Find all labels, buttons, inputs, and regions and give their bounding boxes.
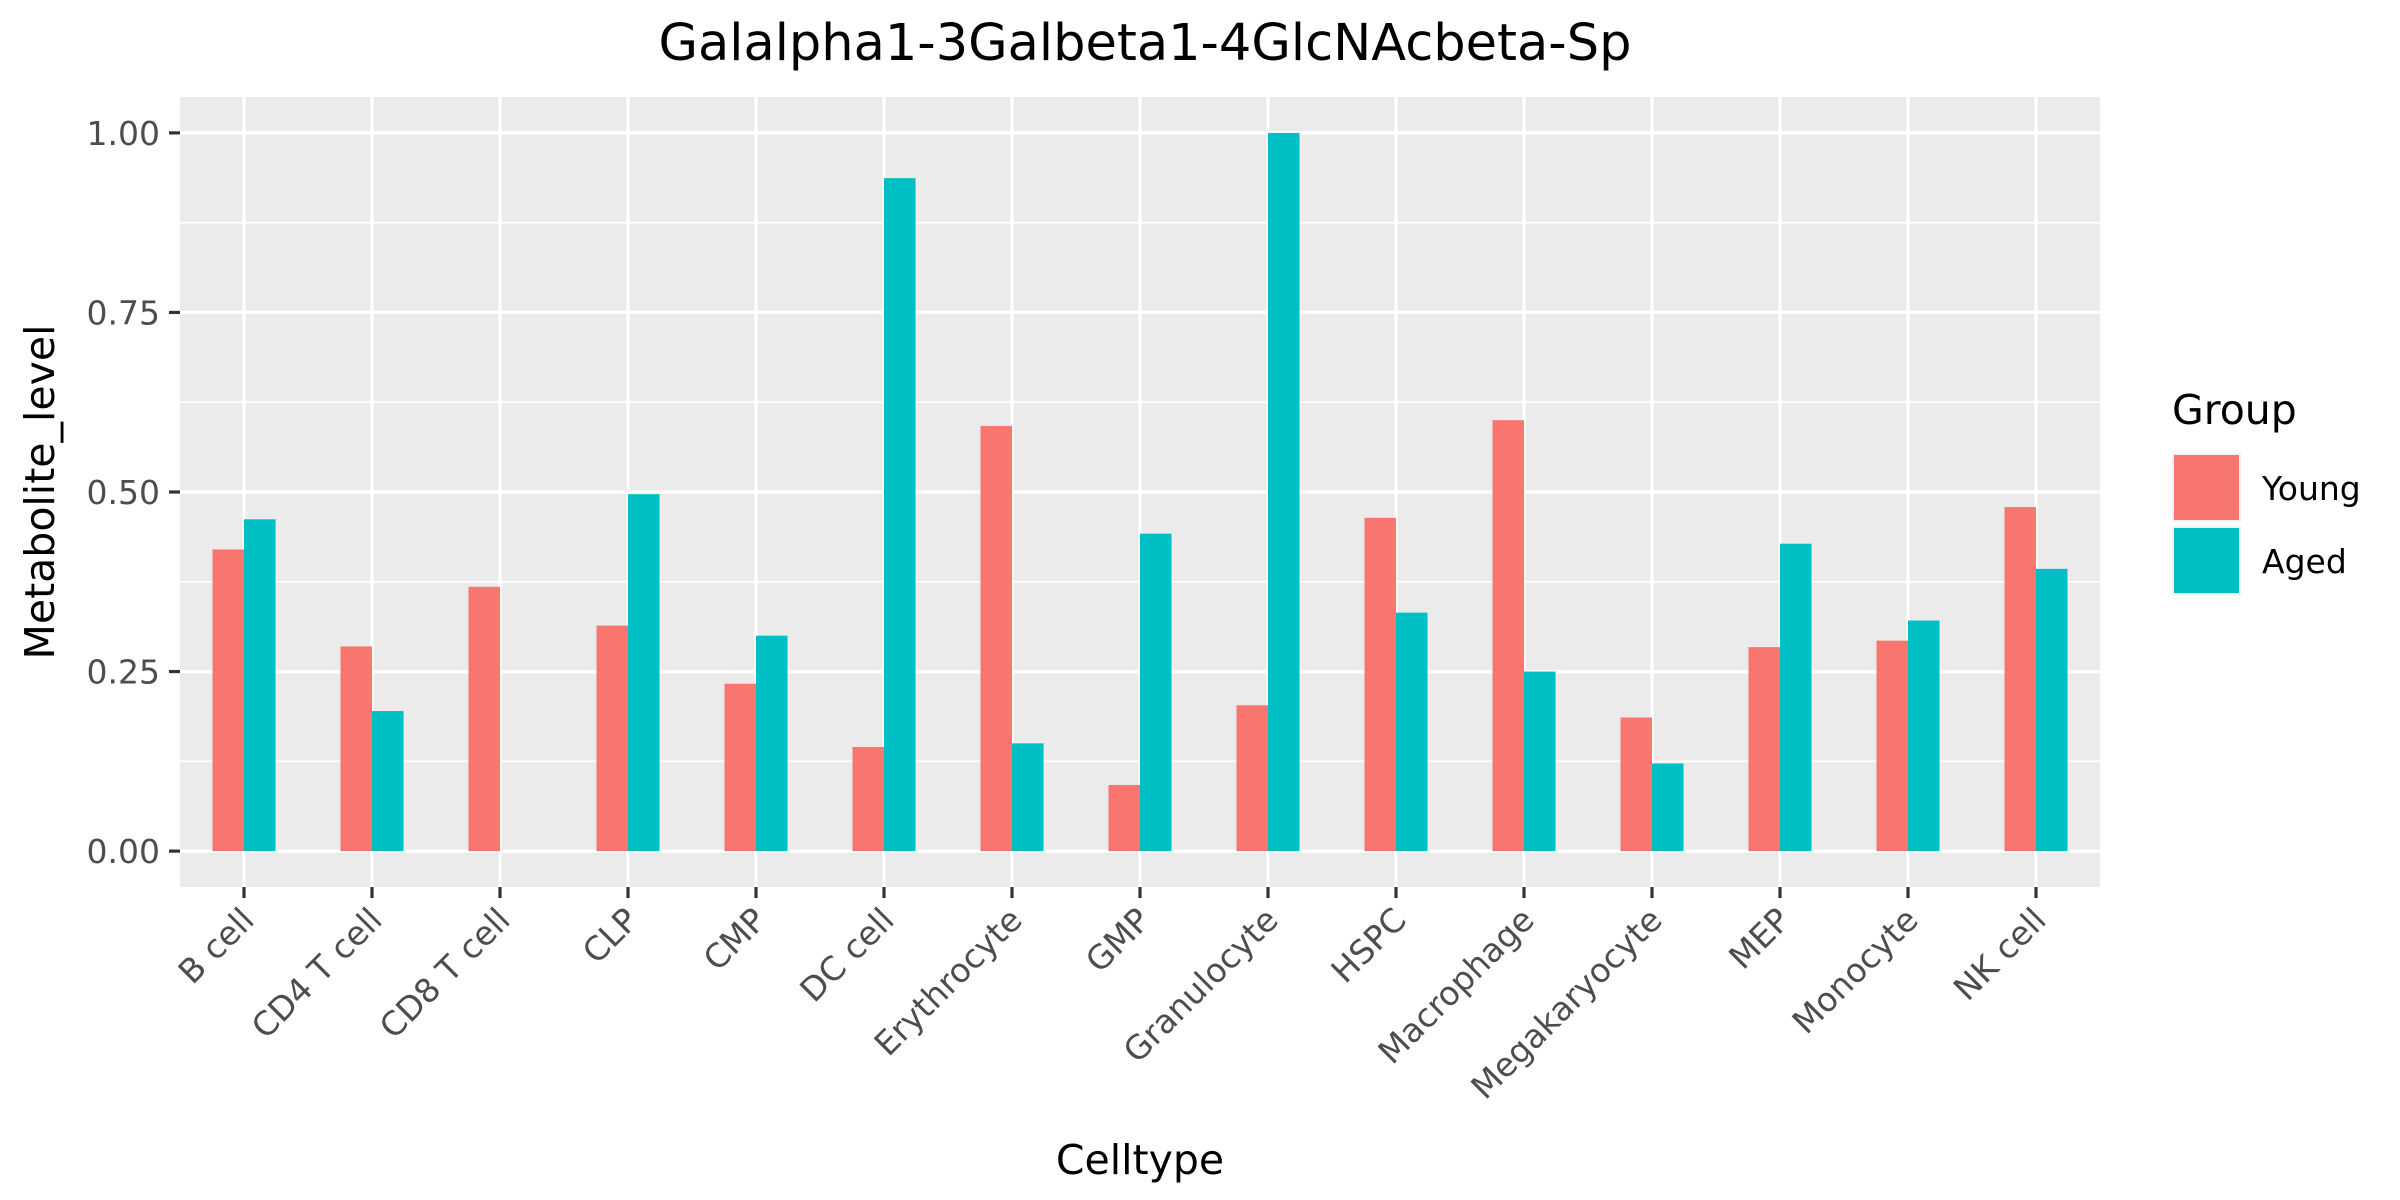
x-tick-label: HSPC xyxy=(1323,900,1413,990)
x-axis-title: Celltype xyxy=(1056,1136,1224,1184)
bars xyxy=(212,132,2068,852)
x-tick-label: GMP xyxy=(1078,900,1158,980)
y-tick-label: 0.75 xyxy=(87,293,160,332)
y-tick-label: 0.00 xyxy=(87,832,160,871)
bar-young-cd4-t-cell xyxy=(340,646,372,852)
bar-aged-mep xyxy=(1780,543,1812,852)
bar-aged-cd4-t-cell xyxy=(372,711,404,852)
y-axis-title: Metabolite_level xyxy=(16,325,64,660)
x-tick-label: DC cell xyxy=(792,900,901,1009)
y-tick-label: 0.50 xyxy=(87,473,160,512)
bar-young-clp xyxy=(596,625,628,852)
bar-young-gmp xyxy=(1108,785,1140,852)
bar-aged-megakaryocyte xyxy=(1652,763,1684,852)
bar-aged-gmp xyxy=(1140,533,1172,852)
bar-aged-macrophage xyxy=(1524,671,1556,852)
bar-young-b-cell xyxy=(212,549,244,852)
bar-aged-b-cell xyxy=(244,519,276,852)
x-tick-label: CD4 T cell xyxy=(244,900,390,1046)
bar-young-cmp xyxy=(724,683,756,852)
legend-key-aged xyxy=(2174,528,2239,593)
bar-young-monocyte xyxy=(1876,640,1908,852)
bar-young-erythrocyte xyxy=(980,425,1012,852)
bar-aged-erythrocyte xyxy=(1012,743,1044,852)
bar-aged-granulocyte xyxy=(1268,132,1300,852)
bar-young-nk-cell xyxy=(2004,507,2036,852)
bar-young-hspc xyxy=(1364,517,1396,852)
y-tick-label: 1.00 xyxy=(87,114,160,153)
x-tick-label: B cell xyxy=(170,900,261,991)
bar-aged-cmp xyxy=(756,635,788,852)
bar-young-mep xyxy=(1748,647,1780,852)
x-tick-label: CMP xyxy=(696,900,774,978)
x-tick-label: MEP xyxy=(1721,900,1798,977)
legend-label-aged: Aged xyxy=(2262,542,2347,581)
x-tick-label: NK cell xyxy=(1946,900,2054,1008)
x-tick-label: CD8 T cell xyxy=(372,900,518,1046)
bar-young-cd8-t-cell xyxy=(468,586,500,852)
x-tick-label: Monocyte xyxy=(1784,900,1925,1041)
legend-title: Group xyxy=(2172,386,2297,434)
bar-aged-clp xyxy=(628,494,660,852)
bar-young-dc-cell xyxy=(852,746,884,852)
bar-young-granulocyte xyxy=(1236,705,1268,852)
legend-key-young xyxy=(2174,455,2239,520)
bar-aged-dc-cell xyxy=(884,178,916,852)
bar-aged-nk-cell xyxy=(2036,568,2068,852)
bar-young-megakaryocyte xyxy=(1620,717,1652,852)
bar-aged-hspc xyxy=(1396,612,1428,852)
legend-label-young: Young xyxy=(2261,469,2361,508)
bar-young-macrophage xyxy=(1492,420,1524,852)
chart-title: Galalpha1-3Galbeta1-4GlcNAcbeta-Sp xyxy=(659,14,1632,73)
y-axis: 0.00 0.25 0.50 0.75 1.00 xyxy=(87,114,180,871)
bar-aged-monocyte xyxy=(1908,620,1940,852)
legend: Group Young Aged xyxy=(2172,386,2361,595)
y-tick-label: 0.25 xyxy=(87,653,160,692)
x-tick-label: CLP xyxy=(575,900,646,971)
